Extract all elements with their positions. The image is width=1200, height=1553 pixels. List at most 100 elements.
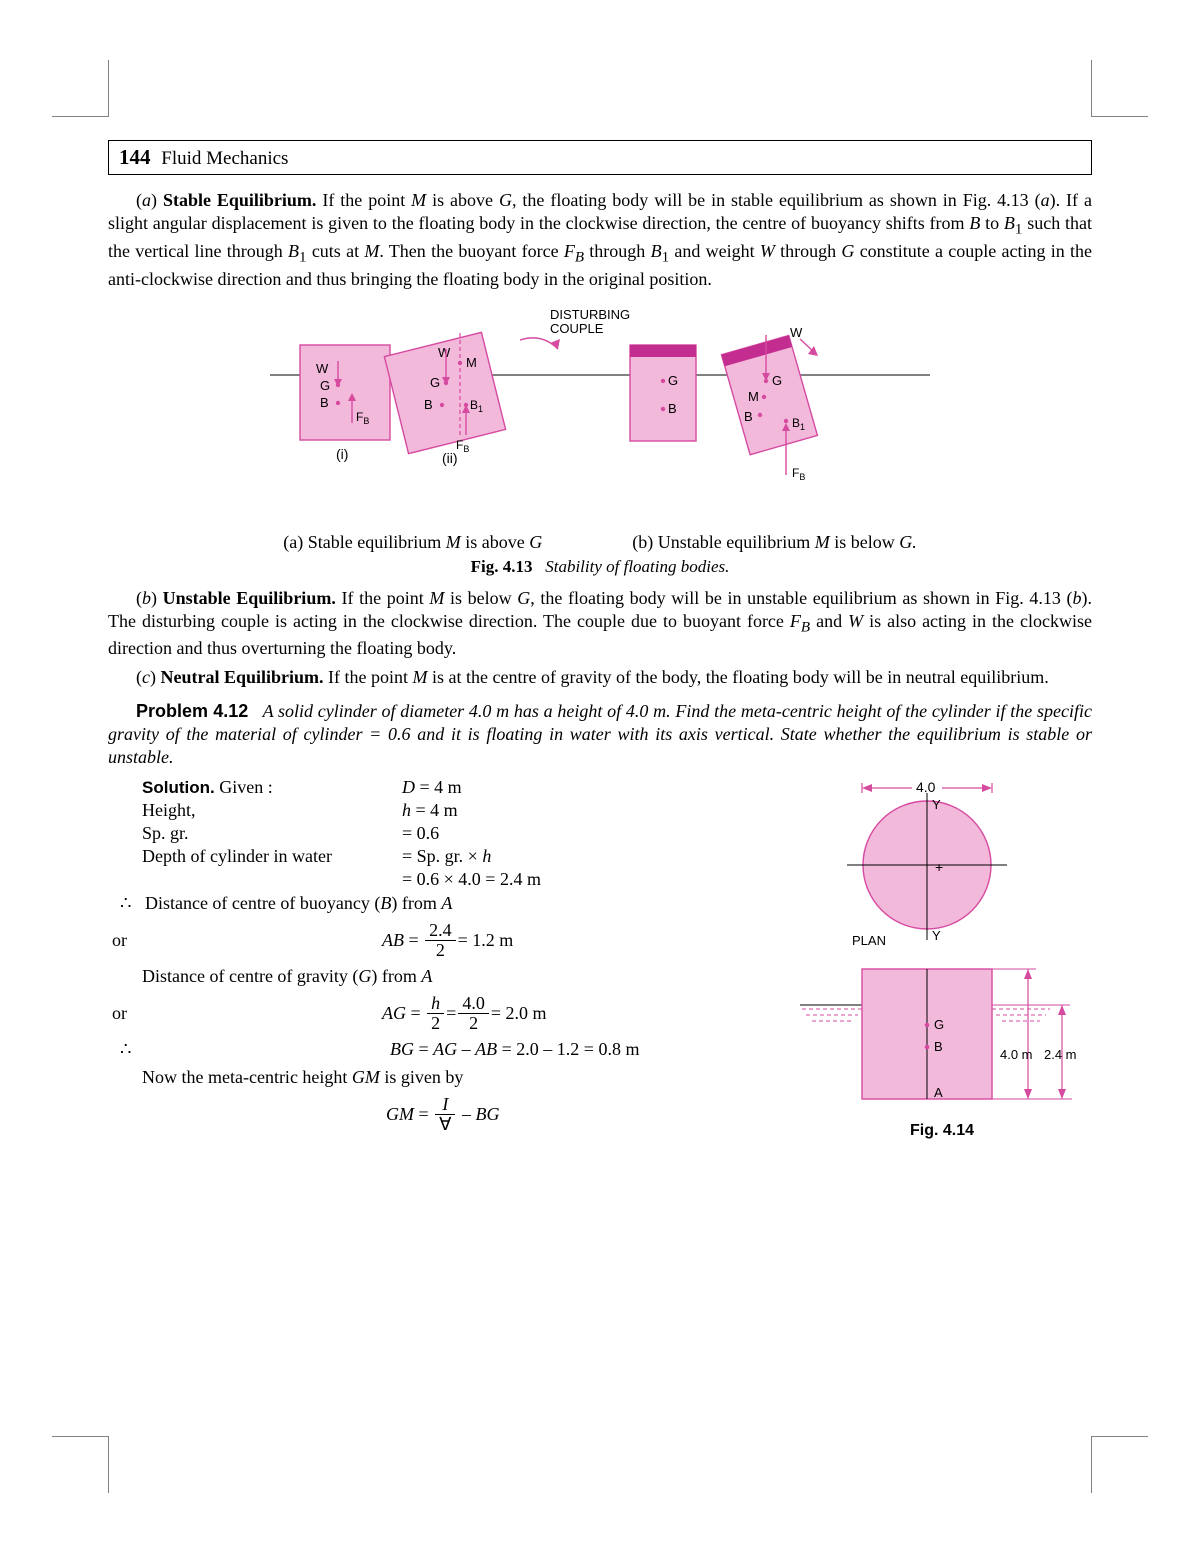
lab-G2: G [430, 375, 440, 390]
therefore-2: ∴ [108, 1039, 160, 1060]
or-1: or [108, 930, 152, 951]
val-h: = 4 m [411, 800, 458, 820]
cap-a-text: (a) Stable equilibrium [283, 532, 445, 552]
figure-4-14: 4.0 + Y Y PLAN [792, 775, 1092, 1170]
lab-Gb2: G [772, 373, 782, 388]
text: is above [426, 190, 499, 210]
problem-text: A solid cylinder of diameter 4.0 m has a… [108, 701, 1092, 767]
fig413-desc: Stability of floating bodies. [545, 557, 729, 576]
line-centbuoy: ∴ Distance of centre of buoyancy (B) fro… [108, 892, 778, 915]
GM-lhs: GM [386, 1104, 414, 1125]
sym-FBb: F [790, 611, 801, 631]
text: If the point [324, 667, 413, 687]
sym-Mc: M [413, 667, 428, 687]
line-centgrav: Distance of centre of gravity (G) from A [108, 965, 778, 988]
sym-FB: F [564, 241, 575, 261]
fig414-title: Fig. 4.14 [910, 1122, 974, 1139]
cap-b-text: (b) Unstable equilibrium [632, 532, 814, 552]
label-b2: b [1073, 588, 1082, 608]
solution-text: Solution. Given : D = 4 m Height, h = 4 … [108, 775, 778, 1140]
dim-24m: 2.4 m [1044, 1047, 1077, 1062]
text: , the floating body will be in unstable … [530, 588, 1072, 608]
text: If the point [316, 190, 411, 210]
AB-tail: = 1.2 m [458, 930, 514, 951]
AG-tail: = 2.0 m [491, 1003, 547, 1024]
sym-B1c: B [651, 241, 662, 261]
text: If the point [336, 588, 430, 608]
metacentric-text: Now the meta-centric height GM is given … [108, 1066, 778, 1089]
roman-ii: (ii) [442, 450, 458, 466]
eq-AB: or AB = 2.4 2 = 1.2 m [108, 921, 778, 960]
val-depth2: = 0.6 × 4.0 = 2.4 m [402, 869, 541, 889]
dim-40: 4.0 [916, 779, 936, 795]
text: and weight [669, 241, 760, 261]
crop-mark-tr [1091, 60, 1148, 117]
figure-4-13-svg: DISTURBING COUPLE W G B FB [270, 305, 930, 525]
label-couple: COUPLE [550, 321, 604, 336]
chapter-title: Fluid Mechanics [161, 148, 288, 169]
val-D: = 4 m [415, 777, 462, 797]
sym-W: W [760, 241, 775, 261]
label-c: c [142, 667, 150, 687]
frac-AB: 2.4 2 [425, 921, 456, 960]
lab-FB2: FB [456, 438, 469, 454]
or-2: or [108, 1003, 152, 1024]
frac-GM: I ∀ [435, 1095, 455, 1134]
AG-den2: 2 [458, 1014, 489, 1033]
page: 144 Fluid Mechanics (a) Stable Equilibri… [0, 0, 1200, 1553]
text: through [584, 241, 651, 261]
lab-W: W [316, 361, 329, 376]
label-depth: Depth of cylinder in water [142, 846, 332, 866]
figure-4-13: DISTURBING COUPLE W G B FB [108, 305, 1092, 577]
label-disturbing: DISTURBING [550, 307, 630, 322]
lab-A414: A [934, 1085, 943, 1100]
problem-4-12: Problem 4.12 A solid cylinder of diamete… [108, 700, 1092, 769]
cap-b-G: G. [899, 532, 917, 552]
lab-FBb: FB [792, 466, 805, 482]
roman-i: (i) [336, 446, 348, 462]
sym-B1b: B [288, 241, 299, 261]
Y-bot: Y [932, 928, 941, 943]
text: cuts at [307, 241, 365, 261]
plan-label: PLAN [852, 933, 886, 948]
para-unstable: (b) Unstable Equilibrium. If the point M… [108, 587, 1092, 661]
fig413-title: Fig. 4.13 Stability of floating bodies. [108, 557, 1092, 577]
problem-head: Problem 4.12 [136, 701, 248, 721]
crop-mark-bl [52, 1436, 109, 1493]
page-number: 144 [119, 145, 151, 169]
therefore-1: ∴ [120, 893, 131, 913]
lab-G414: G [934, 1017, 944, 1032]
fig413-num: Fig. 4.13 [471, 557, 533, 576]
lab-G: G [320, 378, 330, 393]
solution-given: Given : [219, 777, 273, 797]
AB-lhs: AB [382, 930, 404, 951]
lab-Bb: B [668, 401, 677, 416]
eq-AG: or AG = h 2 = 4.0 2 = 2.0 m [108, 994, 778, 1033]
fig413-subcaptions: (a) Stable equilibrium M is above G (b) … [108, 532, 1092, 553]
sym-Wb: W [848, 611, 863, 631]
sym-Mb: M [429, 588, 444, 608]
lab-W2: W [438, 345, 451, 360]
GM-num: I [435, 1095, 455, 1115]
lab-Gb: G [668, 373, 678, 388]
text: . Then the buoyant force [379, 241, 563, 261]
AB-den: 2 [425, 941, 456, 960]
lab-Bb2: B [744, 409, 753, 424]
cap-b-rest: is below [830, 532, 900, 552]
sym-Gb: G [517, 588, 530, 608]
AB-num: 2.4 [425, 921, 456, 941]
lab-B: B [320, 395, 329, 410]
text: and [810, 611, 848, 631]
label-a2: a [1041, 190, 1050, 210]
frac-AG1: h 2 [427, 994, 444, 1033]
title-stable: Stable Equilibrium. [163, 190, 316, 210]
plus: + [935, 859, 943, 875]
AG-lhs: AG [382, 1003, 406, 1024]
cap-b: (b) Unstable equilibrium M is below G. [632, 532, 916, 553]
dim-4m: 4.0 m [1000, 1047, 1033, 1062]
label-spgr: Sp. gr. [142, 823, 189, 843]
cap-a-rest: is above [461, 532, 529, 552]
GM-tail: – BG [457, 1104, 499, 1125]
sym-B1c-sub: 1 [662, 249, 670, 265]
figure-4-14-svg: 4.0 + Y Y PLAN [792, 775, 1092, 1165]
